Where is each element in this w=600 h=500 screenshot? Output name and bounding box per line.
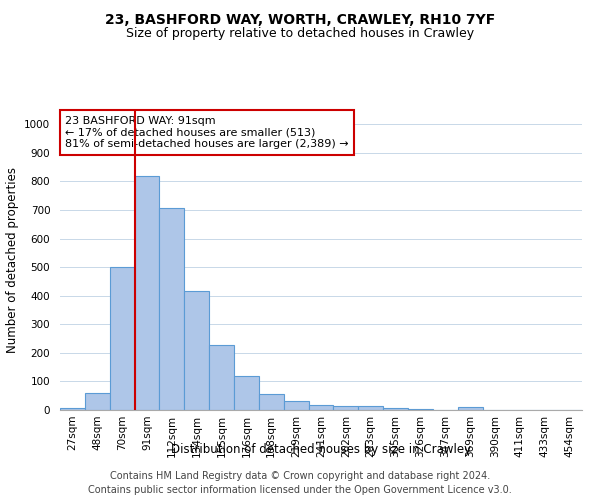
Bar [259, 394, 284, 410]
Bar [209, 345, 234, 410]
Bar [334, 406, 358, 410]
Bar [134, 176, 160, 410]
Text: Distribution of detached houses by size in Crawley: Distribution of detached houses by size … [171, 442, 471, 456]
Bar [60, 408, 85, 410]
Text: Size of property relative to detached houses in Crawley: Size of property relative to detached ho… [126, 28, 474, 40]
Bar [308, 405, 334, 410]
Bar [234, 376, 259, 410]
Bar [160, 208, 184, 410]
Bar [184, 290, 209, 410]
Bar [110, 267, 134, 410]
Text: 23 BASHFORD WAY: 91sqm
← 17% of detached houses are smaller (513)
81% of semi-de: 23 BASHFORD WAY: 91sqm ← 17% of detached… [65, 116, 349, 149]
Text: Contains HM Land Registry data © Crown copyright and database right 2024.
Contai: Contains HM Land Registry data © Crown c… [88, 471, 512, 495]
Bar [383, 408, 408, 410]
Bar [85, 394, 110, 410]
Y-axis label: Number of detached properties: Number of detached properties [5, 167, 19, 353]
Text: 23, BASHFORD WAY, WORTH, CRAWLEY, RH10 7YF: 23, BASHFORD WAY, WORTH, CRAWLEY, RH10 7… [105, 12, 495, 26]
Bar [458, 407, 482, 410]
Bar [358, 406, 383, 410]
Bar [284, 400, 308, 410]
